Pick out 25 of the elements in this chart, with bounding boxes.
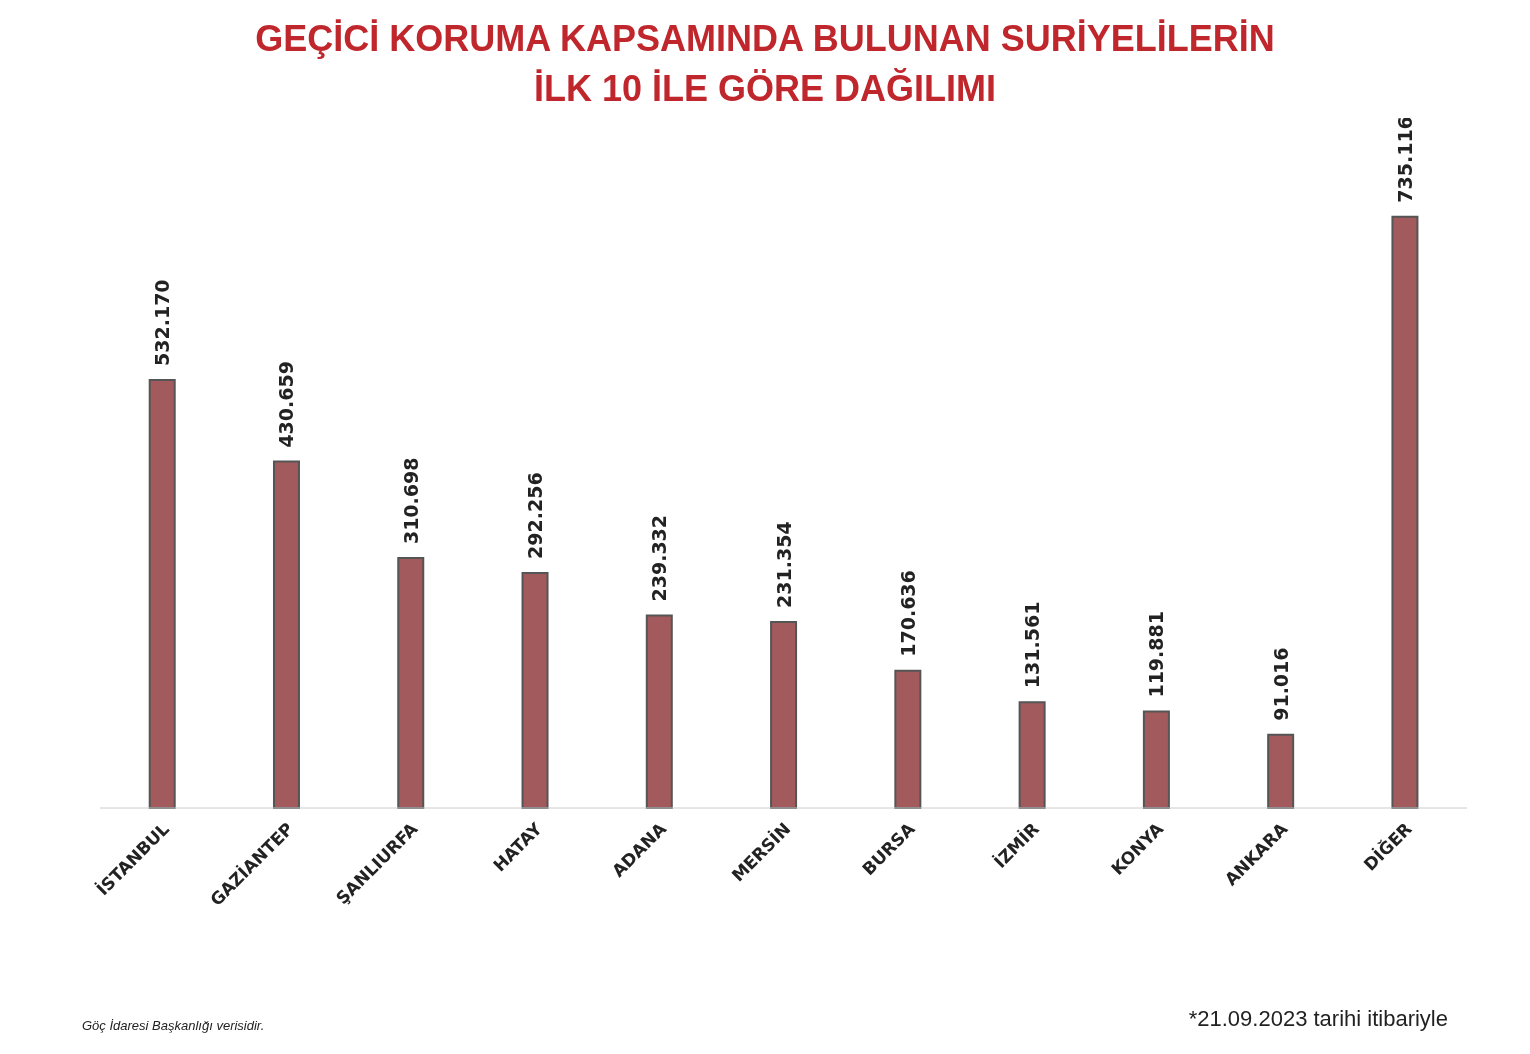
bar <box>521 571 549 809</box>
bar <box>1142 710 1170 809</box>
bar <box>645 614 673 809</box>
bar <box>1391 215 1419 809</box>
data-label: 310.698 <box>399 457 422 545</box>
data-label: 119.881 <box>1145 611 1168 698</box>
data-label: 170.636 <box>896 570 919 657</box>
bar <box>148 378 176 809</box>
bar <box>894 669 922 809</box>
bar <box>1267 733 1295 809</box>
bar <box>272 460 300 809</box>
text: Göç İdaresi Başkanlığı verisidir. <box>82 1018 265 1033</box>
chart-title: GEÇİCİ KORUMA KAPSAMINDA BULUNAN SURİYELİLERİN İLK 10 İLE GÖRE DAĞILIMI <box>254 17 1276 111</box>
data-label: 231.354 <box>772 521 795 608</box>
data-label: 131.561 <box>1021 601 1044 689</box>
text: *21.09.2023 tarihi itibariyle <box>1188 1006 1448 1032</box>
data-label: 239.332 <box>648 514 671 602</box>
bar <box>397 557 425 809</box>
data-label: 735.116 <box>1393 116 1416 203</box>
data-label: 292.256 <box>524 472 547 559</box>
data-label: 91.016 <box>1269 647 1292 721</box>
bar <box>770 620 798 809</box>
data-label: 430.659 <box>275 361 298 448</box>
bar <box>1018 701 1046 809</box>
data-label: 532.170 <box>151 279 174 366</box>
